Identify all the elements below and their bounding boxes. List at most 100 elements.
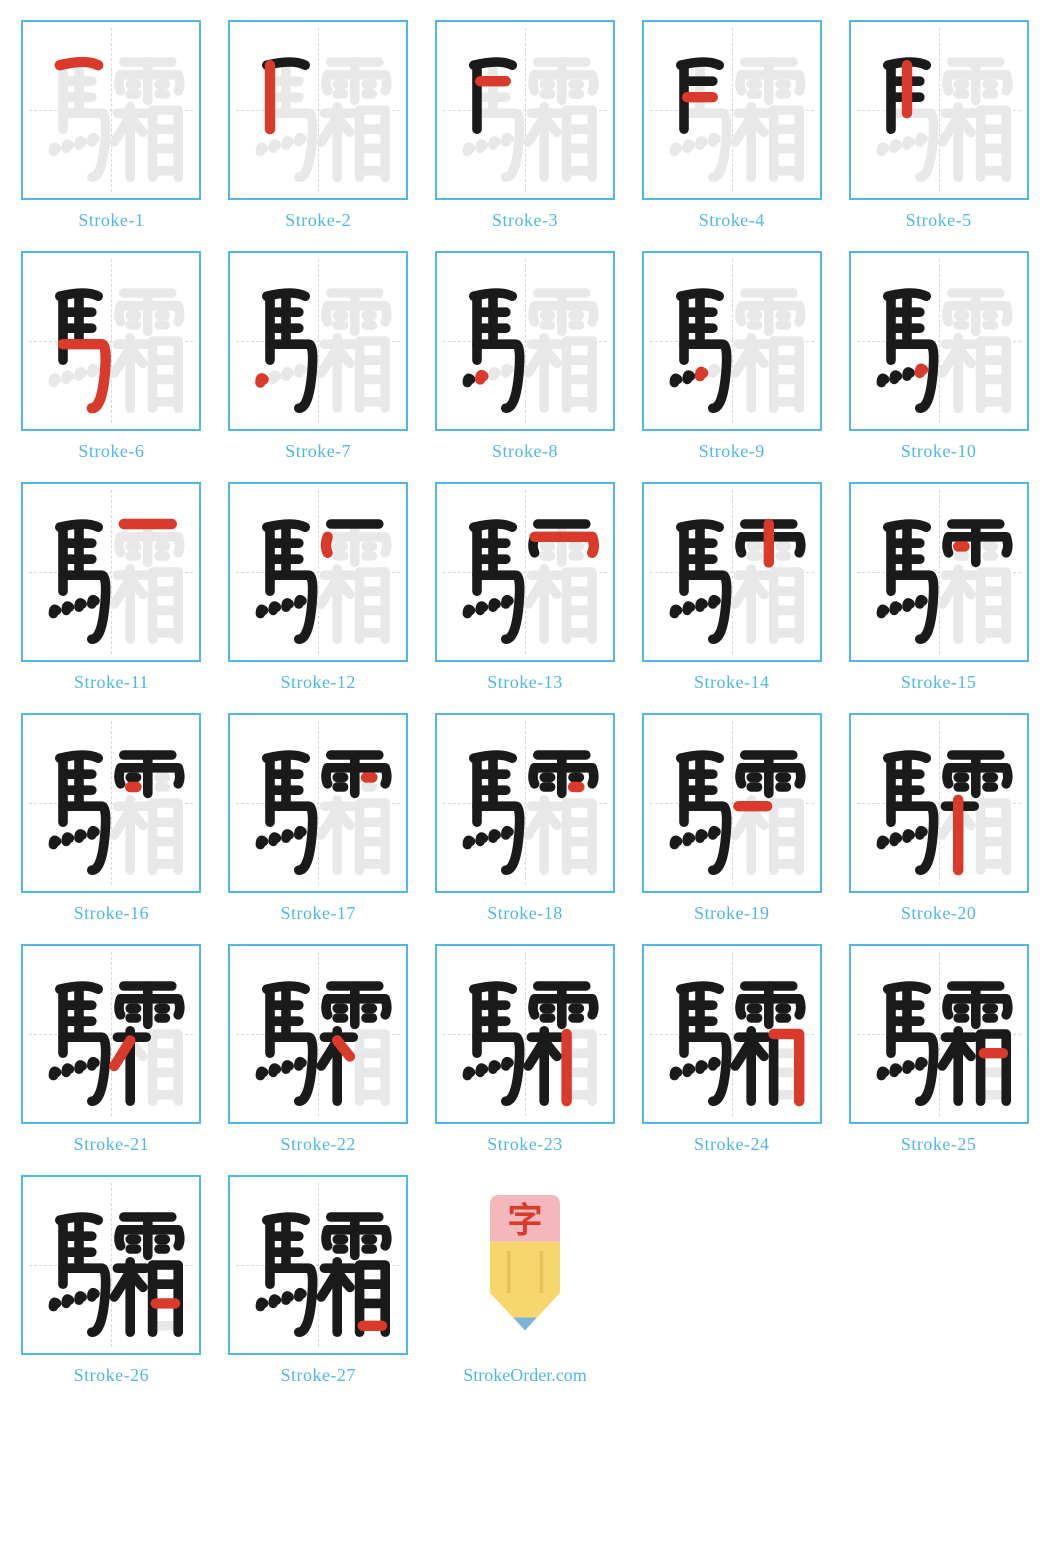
character-svg <box>652 30 812 190</box>
stroke-cell: Stroke-22 <box>227 944 410 1155</box>
stroke-cell: Stroke-16 <box>20 713 203 924</box>
character-svg <box>652 954 812 1114</box>
stroke-box <box>849 20 1029 200</box>
stroke-label: Stroke-27 <box>280 1365 356 1386</box>
stroke-cell: Stroke-2 <box>227 20 410 231</box>
stroke-cell: Stroke-10 <box>847 251 1030 462</box>
stroke-box <box>435 20 615 200</box>
stroke-box <box>642 944 822 1124</box>
stroke-box <box>642 251 822 431</box>
character-svg <box>31 723 191 883</box>
stroke-box <box>435 713 615 893</box>
stroke-label: Stroke-5 <box>906 210 972 231</box>
stroke-box <box>642 20 822 200</box>
stroke-label: Stroke-26 <box>74 1365 150 1386</box>
stroke-box <box>21 944 201 1124</box>
stroke-cell: Stroke-17 <box>227 713 410 924</box>
stroke-cell: Stroke-13 <box>434 482 617 693</box>
stroke-cell: Stroke-25 <box>847 944 1030 1155</box>
stroke-label: Stroke-13 <box>487 672 563 693</box>
stroke-cell: Stroke-19 <box>640 713 823 924</box>
character-svg <box>652 261 812 421</box>
character-svg <box>238 1185 398 1345</box>
stroke-box <box>228 1175 408 1355</box>
stroke-cell: Stroke-7 <box>227 251 410 462</box>
stroke-box <box>642 713 822 893</box>
character-svg <box>445 30 605 190</box>
stroke-cell: Stroke-5 <box>847 20 1030 231</box>
character-svg <box>31 261 191 421</box>
svg-text:字: 字 <box>507 1201 542 1240</box>
attribution-text: StrokeOrder.com <box>463 1365 586 1386</box>
stroke-cell: Stroke-15 <box>847 482 1030 693</box>
stroke-box <box>849 482 1029 662</box>
stroke-label: Stroke-6 <box>78 441 144 462</box>
pencil-logo-icon: 字 <box>455 1195 595 1335</box>
character-svg <box>859 30 1019 190</box>
stroke-box <box>849 713 1029 893</box>
character-svg <box>445 954 605 1114</box>
stroke-label: Stroke-19 <box>694 903 770 924</box>
stroke-box <box>21 482 201 662</box>
character-svg <box>238 30 398 190</box>
character-svg <box>31 30 191 190</box>
stroke-label: Stroke-15 <box>901 672 977 693</box>
stroke-label: Stroke-1 <box>78 210 144 231</box>
site-logo: 字 <box>435 1175 615 1355</box>
stroke-label: Stroke-22 <box>280 1134 356 1155</box>
character-svg <box>859 261 1019 421</box>
empty-cell <box>847 1175 1030 1386</box>
character-svg <box>652 492 812 652</box>
stroke-label: Stroke-18 <box>487 903 563 924</box>
stroke-label: Stroke-4 <box>699 210 765 231</box>
stroke-box <box>435 482 615 662</box>
character-svg <box>859 723 1019 883</box>
stroke-label: Stroke-25 <box>901 1134 977 1155</box>
stroke-label: Stroke-17 <box>280 903 356 924</box>
stroke-cell: Stroke-14 <box>640 482 823 693</box>
character-svg <box>238 492 398 652</box>
character-svg <box>859 492 1019 652</box>
stroke-cell: Stroke-12 <box>227 482 410 693</box>
stroke-box <box>642 482 822 662</box>
stroke-box <box>228 482 408 662</box>
character-svg <box>445 723 605 883</box>
character-svg <box>238 954 398 1114</box>
stroke-label: Stroke-21 <box>74 1134 150 1155</box>
stroke-box <box>435 944 615 1124</box>
stroke-cell: Stroke-27 <box>227 1175 410 1386</box>
empty-cell <box>640 1175 823 1386</box>
character-svg <box>31 1185 191 1345</box>
character-svg <box>238 723 398 883</box>
stroke-cell: Stroke-21 <box>20 944 203 1155</box>
stroke-label: Stroke-11 <box>74 672 149 693</box>
stroke-cell: Stroke-9 <box>640 251 823 462</box>
character-svg <box>445 492 605 652</box>
stroke-label: Stroke-16 <box>74 903 150 924</box>
stroke-box <box>21 713 201 893</box>
stroke-box <box>849 251 1029 431</box>
character-svg <box>859 954 1019 1114</box>
character-svg <box>445 261 605 421</box>
stroke-cell: Stroke-4 <box>640 20 823 231</box>
stroke-label: Stroke-23 <box>487 1134 563 1155</box>
stroke-order-grid: Stroke-1 Stroke-2Stroke-3 Stroke-4 Stroke-5… <box>20 20 1030 1386</box>
stroke-box <box>228 20 408 200</box>
stroke-box <box>21 251 201 431</box>
stroke-label: Stroke-7 <box>285 441 351 462</box>
stroke-cell: Stroke-20 <box>847 713 1030 924</box>
stroke-cell: Stroke-24 <box>640 944 823 1155</box>
stroke-label: Stroke-9 <box>699 441 765 462</box>
stroke-box <box>228 251 408 431</box>
stroke-box <box>21 20 201 200</box>
stroke-cell: Stroke-11 <box>20 482 203 693</box>
stroke-cell: Stroke-3 <box>434 20 617 231</box>
stroke-box <box>228 713 408 893</box>
character-svg <box>238 261 398 421</box>
stroke-label: Stroke-24 <box>694 1134 770 1155</box>
stroke-cell: Stroke-6 <box>20 251 203 462</box>
stroke-label: Stroke-8 <box>492 441 558 462</box>
logo-cell: 字 StrokeOrder.com <box>434 1175 617 1386</box>
stroke-box <box>849 944 1029 1124</box>
stroke-box <box>21 1175 201 1355</box>
